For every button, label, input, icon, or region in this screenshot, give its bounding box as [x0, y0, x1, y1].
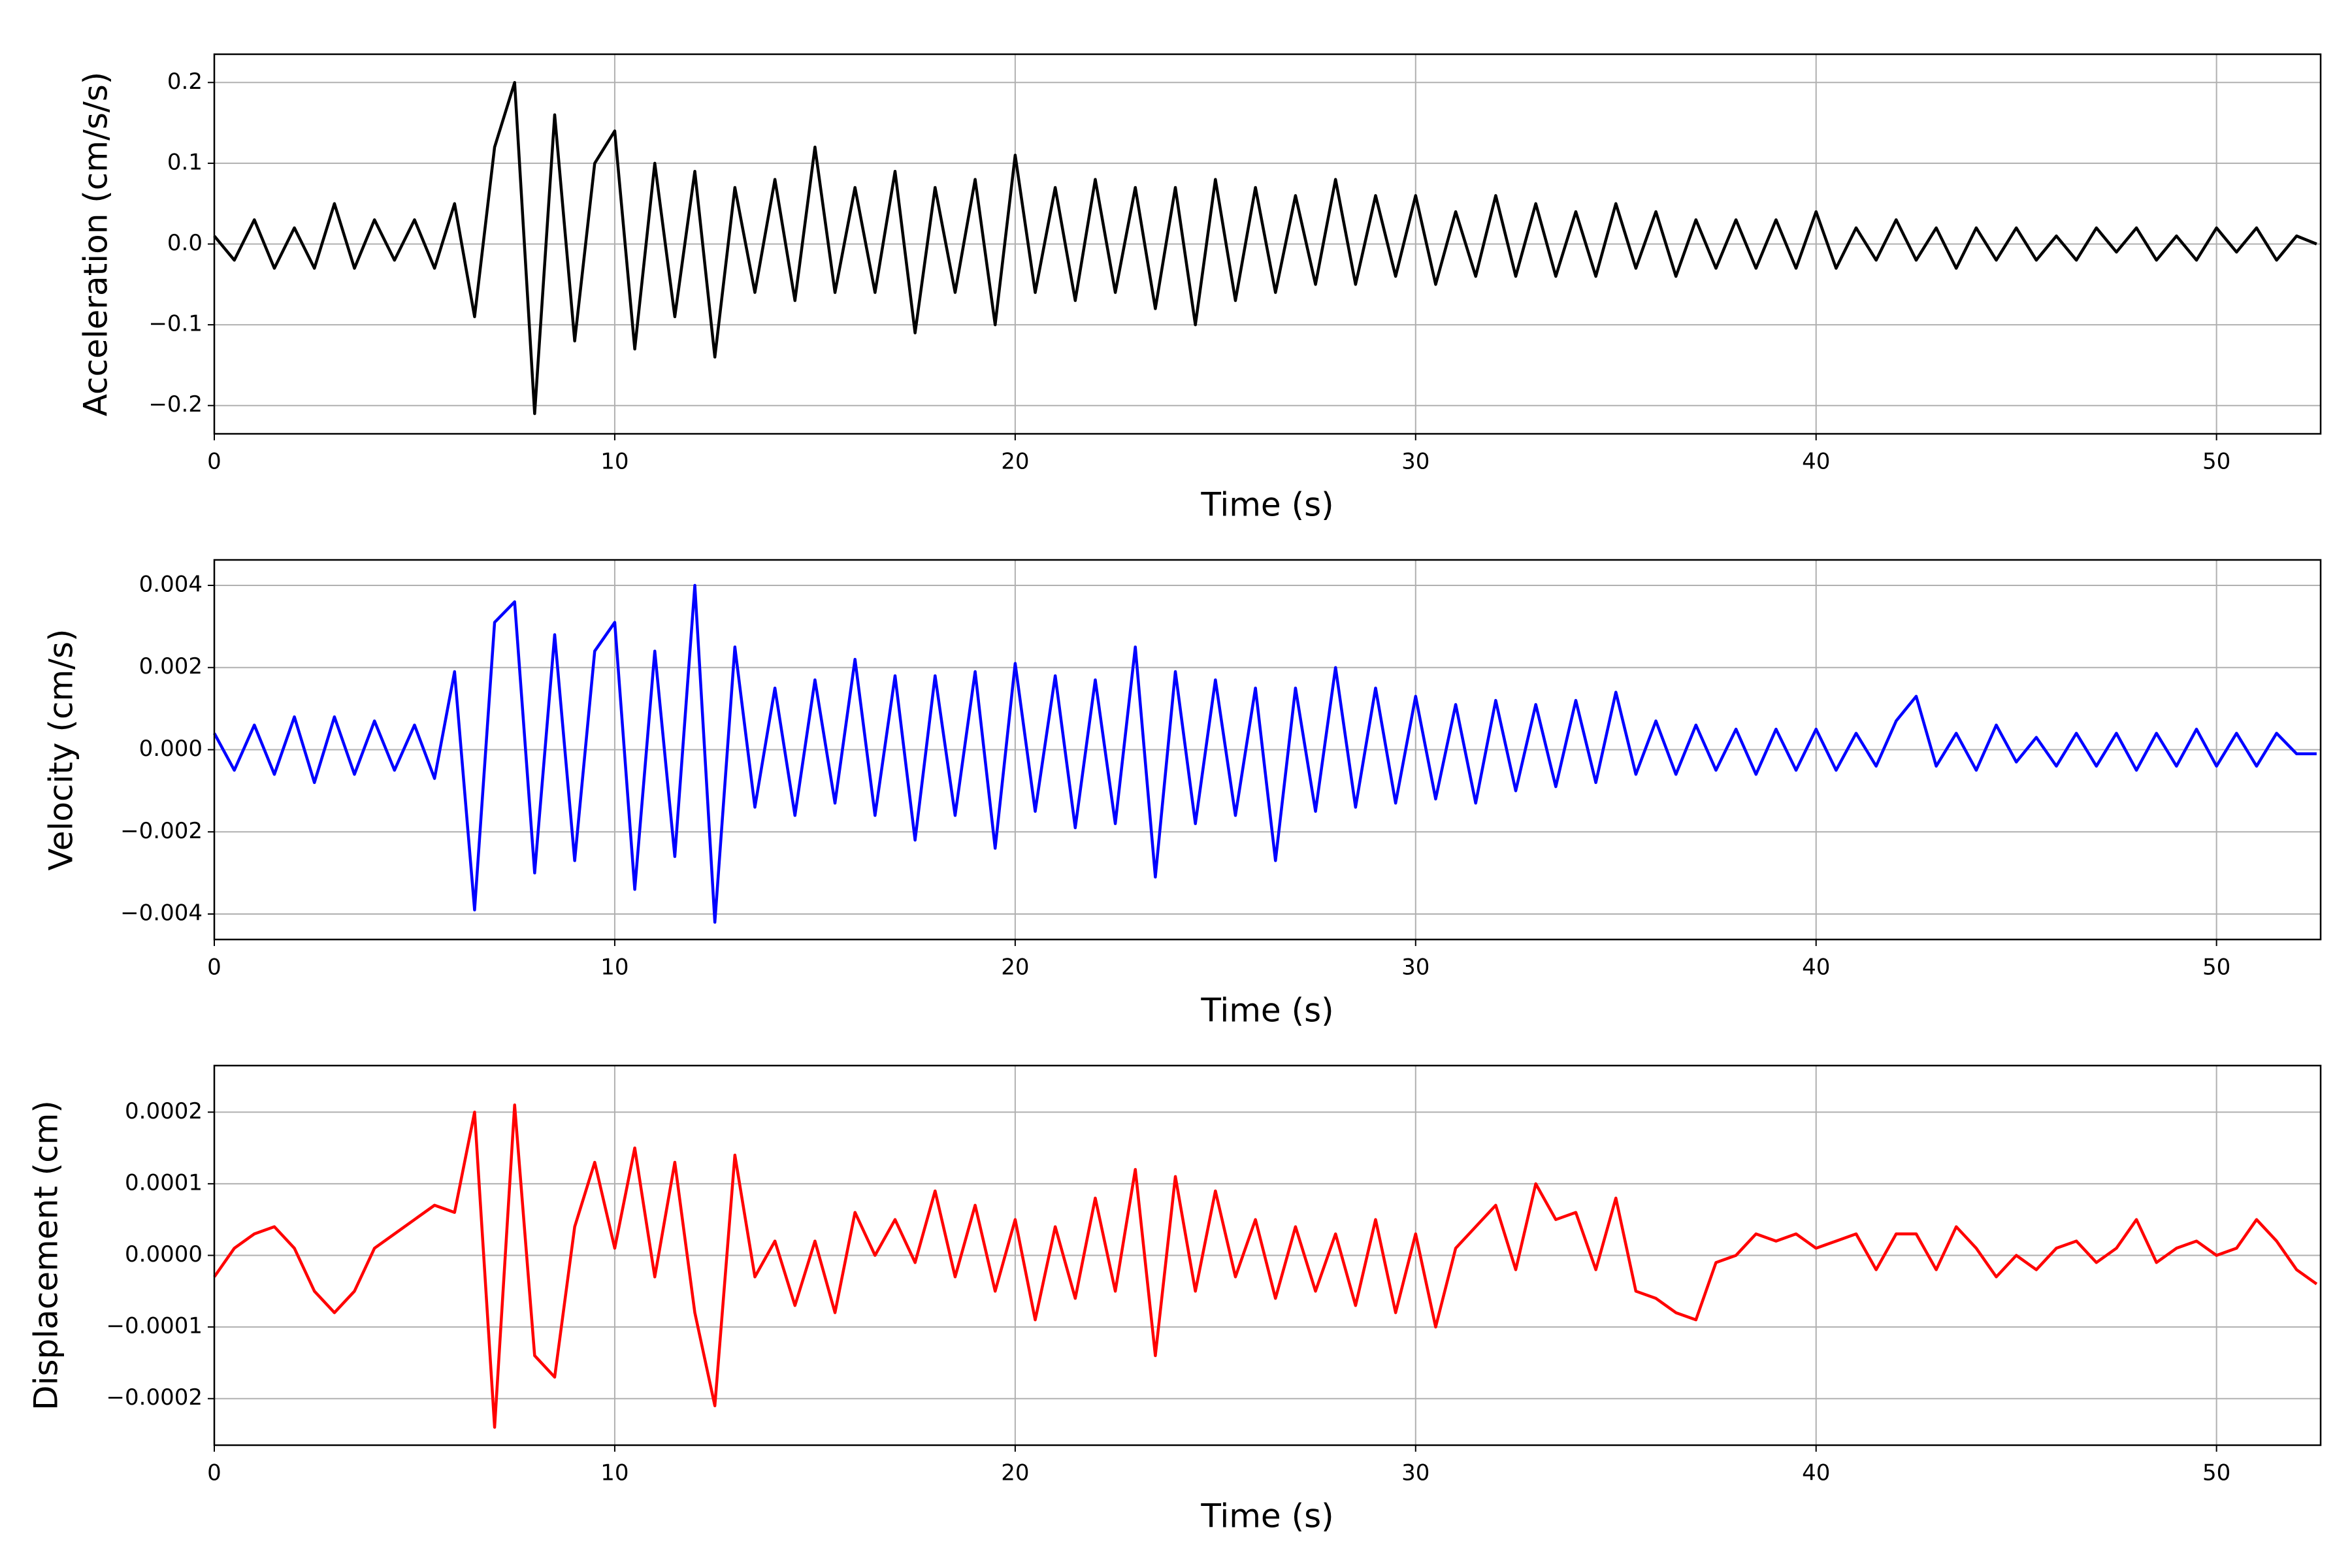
x-tick-label: 50 [2202, 449, 2230, 475]
x-tick-label: 10 [600, 449, 629, 475]
x-tick-label: 40 [1802, 955, 1830, 981]
y-axis-label: Displacement (cm) [27, 1100, 65, 1411]
x-tick-label: 50 [2202, 1460, 2230, 1486]
y-tick-label: −0.004 [120, 900, 203, 926]
x-tick-label: 10 [600, 1460, 629, 1486]
x-axis-label: Time (s) [1200, 1497, 1333, 1535]
x-axis-label: Time (s) [1200, 992, 1333, 1030]
y-tick-label: −0.0002 [106, 1384, 203, 1411]
plot-frame [213, 53, 2322, 435]
x-tick-label: 40 [1802, 449, 1830, 475]
data-line [213, 81, 2317, 416]
plot-frame [213, 559, 2322, 941]
x-tick-label: 30 [1401, 955, 1429, 981]
y-tick-label: 0.000 [139, 736, 203, 762]
y-tick-label: 0.004 [139, 571, 203, 597]
x-axis-label: Time (s) [1200, 486, 1333, 524]
y-tick-label: 0.2 [167, 69, 203, 95]
x-tick-label: 30 [1401, 449, 1429, 475]
y-tick-label: 0.002 [139, 653, 203, 679]
x-tick-label: 40 [1802, 1460, 1830, 1486]
x-tick-label: 0 [207, 1460, 221, 1486]
data-line [213, 583, 2317, 924]
plot-frame [213, 1064, 2322, 1446]
x-tick-label: 0 [207, 449, 221, 475]
x-tick-label: 50 [2202, 955, 2230, 981]
x-tick-label: 30 [1401, 1460, 1429, 1486]
y-tick-label: −0.002 [120, 818, 203, 844]
y-axis-label: Acceleration (cm/s/s) [77, 72, 115, 417]
x-tick-label: 20 [1001, 1460, 1029, 1486]
y-tick-label: −0.1 [148, 311, 203, 337]
y-axis-label: Velocity (cm/s) [42, 629, 80, 870]
x-tick-label: 20 [1001, 449, 1029, 475]
x-tick-label: 10 [600, 955, 629, 981]
y-tick-label: 0.0000 [125, 1241, 203, 1267]
y-tick-label: 0.1 [167, 149, 203, 175]
y-tick-label: 0.0 [167, 230, 203, 256]
y-tick-label: 0.0001 [125, 1169, 203, 1196]
data-line [213, 1103, 2318, 1429]
y-tick-label: −0.2 [148, 391, 203, 417]
y-tick-label: −0.0001 [106, 1313, 203, 1339]
x-tick-label: 20 [1001, 955, 1029, 981]
y-tick-label: 0.0002 [125, 1098, 203, 1124]
x-tick-label: 0 [207, 955, 221, 981]
